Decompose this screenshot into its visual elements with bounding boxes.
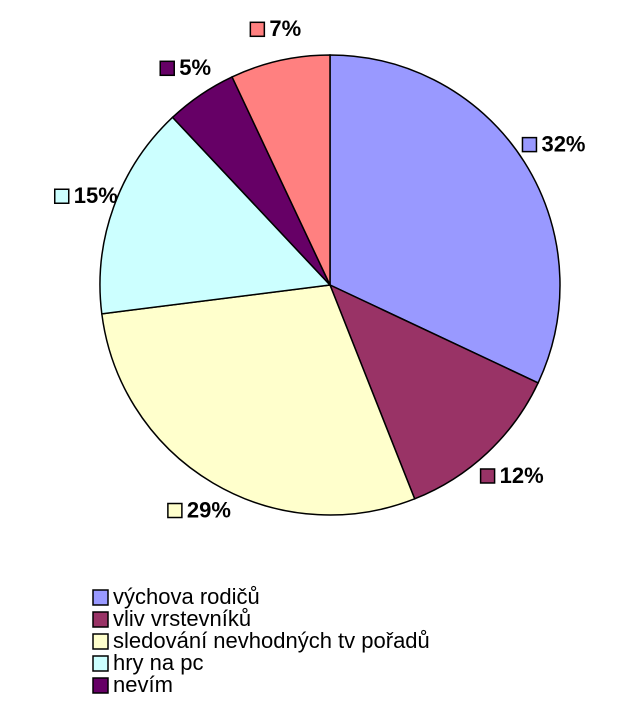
legend-swatch: [92, 633, 109, 650]
data-label: 12%: [500, 463, 544, 488]
legend-label: hry na pc: [113, 650, 204, 675]
pie-slice: [99, 116, 332, 315]
legend-swatch: [92, 589, 109, 606]
data-label: 15%: [74, 183, 118, 208]
label-swatch: [249, 21, 266, 38]
legend-swatch: [92, 611, 109, 628]
data-label: 32%: [541, 131, 585, 156]
legend-label: sledování nevhodných tv pořadů: [113, 628, 430, 653]
pie-slice: [329, 54, 561, 384]
label-swatch: [53, 188, 70, 205]
data-label: 5%: [179, 55, 211, 80]
pie-slice: [100, 284, 416, 516]
legend-swatch: [92, 677, 109, 694]
legend-label: nevím: [113, 672, 173, 697]
label-swatch: [159, 60, 175, 77]
label-swatch: [479, 468, 496, 484]
legend-swatch: [92, 655, 109, 672]
pie-slice: [231, 54, 331, 286]
pie-slice: [328, 283, 540, 500]
label-swatch: [521, 136, 538, 153]
label-swatch: [167, 502, 183, 519]
legend-label: vliv vrstevníků: [113, 606, 251, 631]
legend-label: výchova rodičů: [113, 584, 260, 609]
data-label: 7%: [269, 16, 301, 41]
data-label: 29%: [187, 497, 231, 522]
